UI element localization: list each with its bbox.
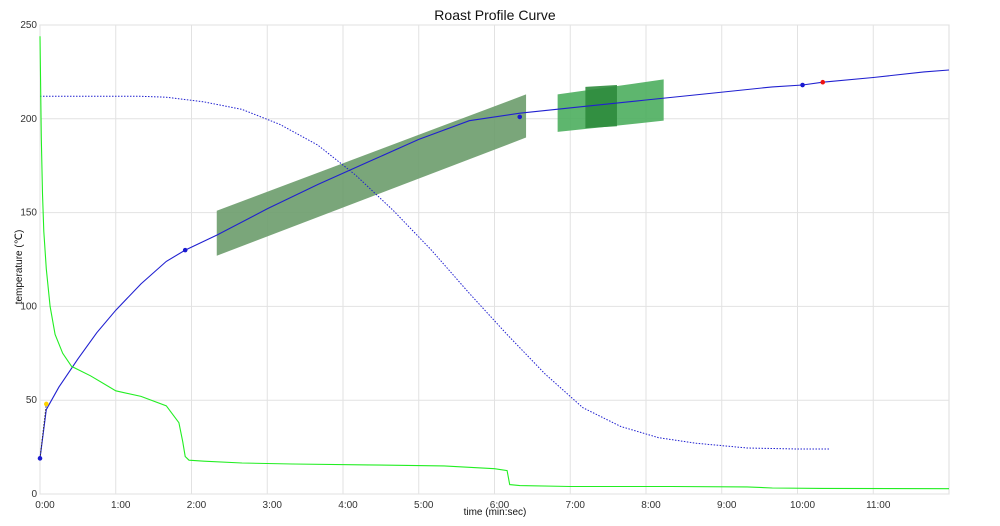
axes: 0:00 1:00 2:00 3:00 4:00 5:00 6:00 7:00 8:00 9:00… [20,20,891,511]
y-tick-label: 0 [31,489,37,500]
y-tick-label: 250 [20,20,37,31]
x-tick-label: 4:00 [338,500,358,511]
x-tick-label: 0:00 [35,500,55,511]
target-band [585,85,617,129]
y-tick-label: 200 [20,114,37,125]
y-tick-label: 100 [20,301,37,312]
x-tick-label: 9:00 [717,500,737,511]
x-tick-label: 10:00 [790,500,815,511]
event-marker [182,247,188,253]
y-axis-label: temperature (℃) [14,230,25,305]
y-tick-label: 150 [20,208,37,219]
series-line [40,95,830,450]
event-marker [800,82,805,88]
x-tick-label: 1:00 [111,500,131,511]
event-marker [517,114,523,120]
event-marker [44,401,49,407]
x-tick-label: 6:00 [490,500,510,511]
event-markers [37,79,826,461]
event-marker [37,456,43,461]
annotation-line [39,403,47,459]
chart-title: Roast Profile Curve [434,7,556,23]
x-tick-label: 11:00 [866,500,891,511]
target-bands [216,79,664,256]
target-band [216,94,527,256]
x-tick-label: 3:00 [263,500,283,511]
series-line [39,36,950,490]
x-tick-label: 7:00 [566,500,586,511]
x-tick-label: 8:00 [641,500,661,511]
x-axis-label: time (min:sec) [464,507,527,518]
grid [39,24,950,495]
event-marker [820,79,826,85]
x-tick-label: 5:00 [414,500,434,511]
x-tick-label: 2:00 [187,500,207,511]
y-tick-label: 50 [26,395,38,406]
